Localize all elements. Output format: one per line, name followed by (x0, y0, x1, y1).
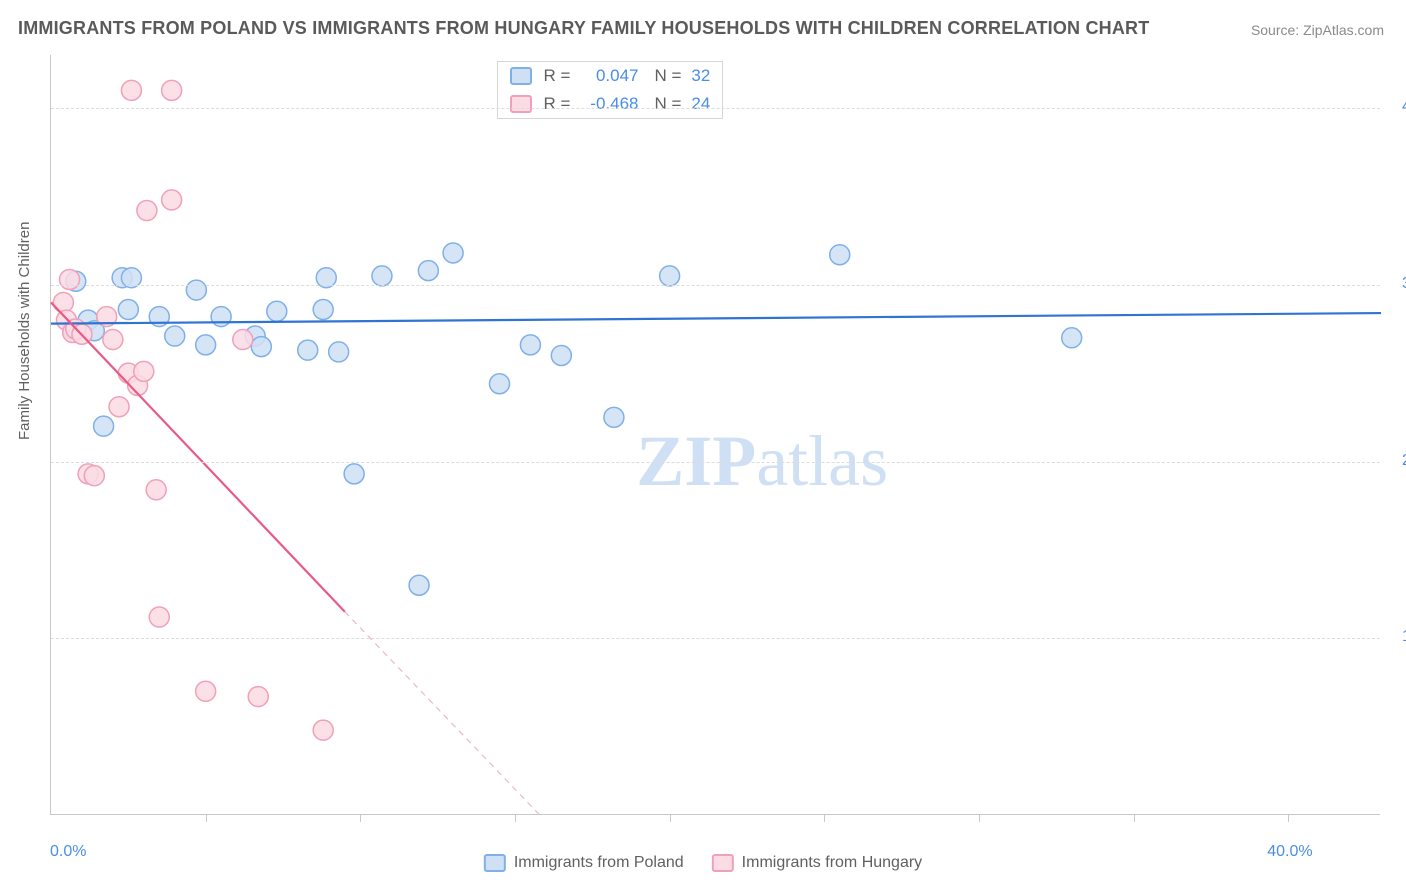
n-label: N = (654, 94, 681, 114)
data-point-hungary (137, 201, 157, 221)
chart-title: IMMIGRANTS FROM POLAND VS IMMIGRANTS FRO… (18, 18, 1149, 39)
data-point-hungary (146, 480, 166, 500)
y-tick-label: 20.0% (1390, 452, 1406, 470)
gridline-h (51, 638, 1380, 639)
legend-swatch-hungary (712, 854, 734, 872)
y-axis-label: Family Households with Children (16, 222, 33, 440)
data-point-hungary (248, 687, 268, 707)
y-tick-label: 30.0% (1390, 275, 1406, 293)
x-tick (824, 814, 825, 822)
trend-line-poland (51, 313, 1381, 324)
data-point-hungary (121, 80, 141, 100)
data-point-poland (267, 301, 287, 321)
data-point-poland (372, 266, 392, 286)
data-point-poland (298, 340, 318, 360)
legend-row-hungary: R =-0.468 N = 24 (498, 90, 723, 118)
data-point-poland (830, 245, 850, 265)
data-point-poland (211, 307, 231, 327)
legend-swatch-poland (484, 854, 506, 872)
data-point-hungary (60, 269, 80, 289)
x-axis-start-label: 0.0% (50, 843, 86, 861)
data-point-hungary (149, 607, 169, 627)
legend-item-poland: Immigrants from Poland (484, 854, 684, 872)
data-point-hungary (196, 681, 216, 701)
y-tick-label: 10.0% (1390, 628, 1406, 646)
data-point-poland (418, 261, 438, 281)
data-point-hungary (109, 397, 129, 417)
data-point-poland (409, 575, 429, 595)
chart-svg (51, 55, 1380, 814)
data-point-poland (604, 407, 624, 427)
data-point-poland (443, 243, 463, 263)
data-point-poland (165, 326, 185, 346)
data-point-hungary (84, 466, 104, 486)
legend-label-poland: Immigrants from Poland (514, 854, 684, 872)
x-axis-end-label: 40.0% (1267, 843, 1312, 861)
gridline-h (51, 285, 1380, 286)
legend-swatch-poland (510, 67, 532, 85)
data-point-poland (1062, 328, 1082, 348)
r-label: R = (544, 66, 571, 86)
data-point-poland (344, 464, 364, 484)
n-value-hungary: 24 (691, 94, 710, 114)
data-point-poland (520, 335, 540, 355)
x-tick (1134, 814, 1135, 822)
data-point-hungary (313, 720, 333, 740)
data-point-hungary (134, 361, 154, 381)
correlation-legend: R =0.047 N = 32 R =-0.468 N = 24 (497, 61, 724, 119)
data-point-poland (329, 342, 349, 362)
data-point-poland (251, 337, 271, 357)
r-value-hungary: -0.468 (576, 94, 638, 114)
y-tick-label: 40.0% (1390, 98, 1406, 116)
data-point-poland (118, 300, 138, 320)
gridline-h (51, 108, 1380, 109)
source-attribution: Source: ZipAtlas.com (1251, 22, 1384, 38)
data-point-hungary (233, 330, 253, 350)
legend-swatch-hungary (510, 95, 532, 113)
data-point-hungary (162, 190, 182, 210)
r-value-poland: 0.047 (576, 66, 638, 86)
r-label: R = (544, 94, 571, 114)
legend-item-hungary: Immigrants from Hungary (712, 854, 923, 872)
data-point-poland (186, 280, 206, 300)
data-point-poland (313, 300, 333, 320)
data-point-hungary (103, 330, 123, 350)
series-legend: Immigrants from Poland Immigrants from Hu… (484, 854, 922, 872)
trend-line-ext-hungary (345, 612, 540, 815)
x-tick (360, 814, 361, 822)
data-point-poland (196, 335, 216, 355)
x-tick (515, 814, 516, 822)
data-point-poland (489, 374, 509, 394)
x-tick (979, 814, 980, 822)
plot-area: ZIPatlas R =0.047N =32R =-0.468N =24 10.… (50, 55, 1380, 815)
gridline-h (51, 462, 1380, 463)
x-tick (1288, 814, 1289, 822)
legend-label-hungary: Immigrants from Hungary (742, 854, 923, 872)
data-point-poland (660, 266, 680, 286)
n-value-poland: 32 (691, 66, 710, 86)
data-point-hungary (162, 80, 182, 100)
legend-row-poland: R =0.047 N = 32 (498, 62, 723, 90)
data-point-poland (551, 345, 571, 365)
n-label: N = (654, 66, 681, 86)
data-point-poland (94, 416, 114, 436)
x-tick (670, 814, 671, 822)
x-tick (206, 814, 207, 822)
